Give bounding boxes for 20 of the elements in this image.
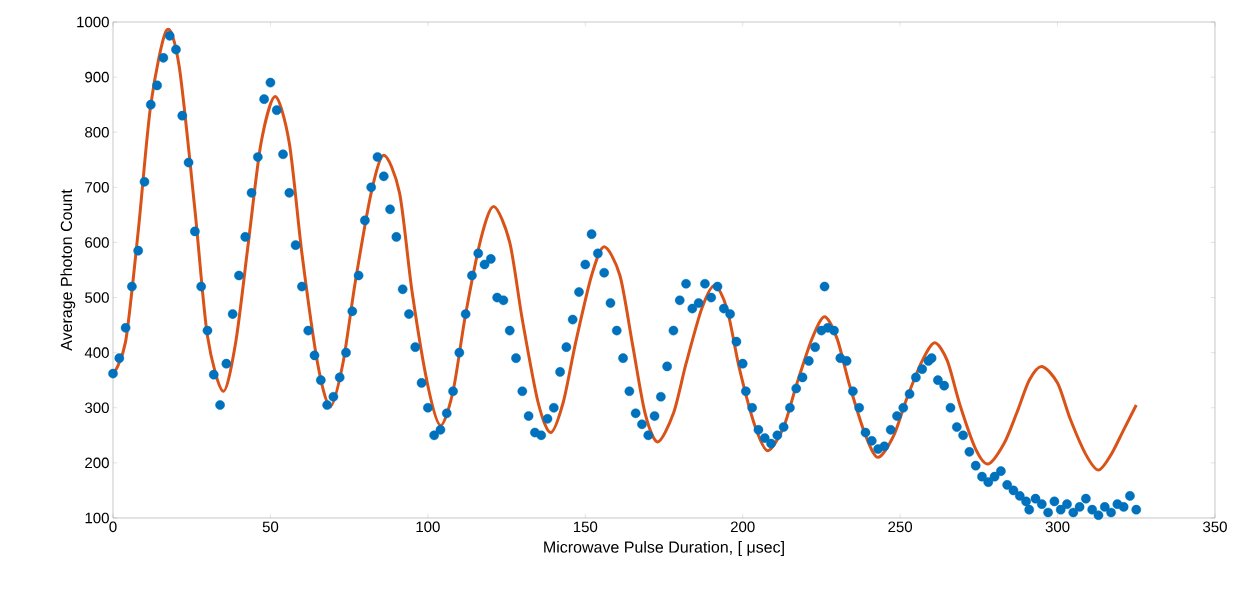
x-tick-label: 50 — [262, 521, 279, 533]
x-tick-label: 100 — [416, 521, 440, 533]
y-axis-title: Average Photon Count — [60, 189, 76, 351]
y-tick-label: 800 — [85, 126, 109, 138]
y-tick-label: 600 — [85, 237, 109, 248]
x-tick-label: 0 — [109, 521, 117, 533]
y-tick-label: 500 — [85, 292, 109, 303]
x-axis-title: Microwave Pulse Duration, [ μsec] — [544, 541, 784, 556]
y-tick-label: 200 — [85, 457, 109, 469]
y-tick-label: 400 — [84, 347, 109, 358]
y-tick-label: 900 — [85, 71, 109, 83]
x-tick-label: 350 — [1203, 521, 1227, 533]
x-tick-label: 150 — [573, 521, 598, 533]
y-tick-label: 700 — [85, 182, 109, 193]
x-tick-label: 200 — [730, 521, 755, 533]
y-tick-label: 100 — [85, 512, 109, 524]
y-tick-label: 300 — [85, 402, 109, 414]
x-tick-label: 250 — [888, 521, 913, 533]
y-tick-label: 1000 — [77, 16, 109, 28]
x-tick-label: 300 — [1045, 521, 1070, 533]
